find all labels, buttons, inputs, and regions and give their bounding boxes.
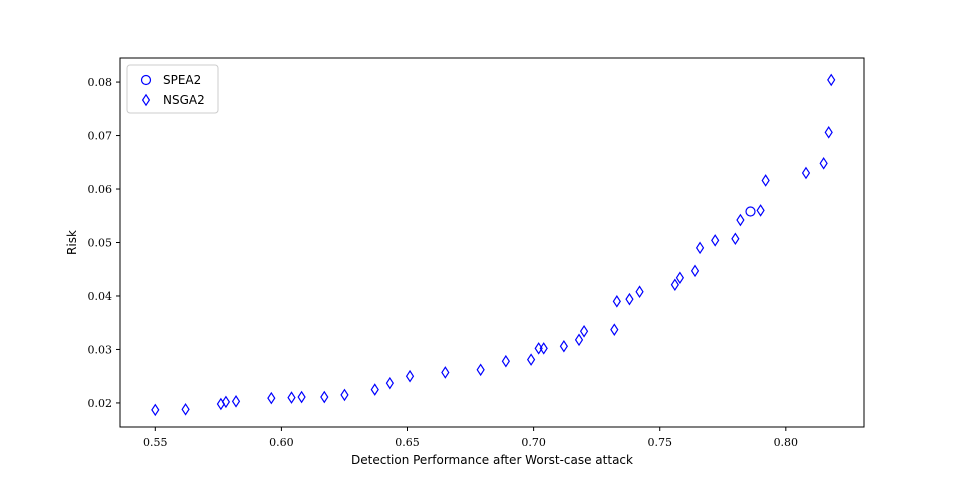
nsga2-point <box>320 390 329 404</box>
nsga2-point <box>501 354 510 368</box>
plot-background <box>120 58 864 427</box>
nsga2-point <box>526 353 536 366</box>
legend-label-spea2: SPEA2 <box>163 73 201 87</box>
nsga2-point <box>539 342 548 355</box>
nsga2-point <box>267 391 276 405</box>
nsga2-point <box>711 234 720 247</box>
nsga2-point <box>476 363 485 377</box>
y-tick-label: 0.07 <box>88 130 113 143</box>
nsga2-point <box>612 295 621 308</box>
legend-label-nsga2: NSGA2 <box>163 93 205 107</box>
nsga2-point <box>151 403 160 417</box>
data-points <box>151 73 836 417</box>
nsga2-point <box>231 395 241 408</box>
nsga2-point <box>670 278 679 292</box>
legend-marker-nsga2 <box>141 93 151 107</box>
nsga2-point <box>385 376 394 390</box>
y-tick-label: 0.06 <box>88 183 113 196</box>
nsga2-point <box>819 157 828 170</box>
y-tick-label: 0.03 <box>88 343 113 356</box>
nsga2-point <box>824 126 833 139</box>
legend: SPEA2 NSGA2 <box>126 64 219 114</box>
x-tick-label: 0.55 <box>143 436 168 449</box>
nsga2-point <box>579 324 589 338</box>
nsga2-point <box>761 174 770 187</box>
x-tick-label: 0.65 <box>395 436 420 449</box>
nsga2-point <box>370 383 379 396</box>
nsga2-point <box>635 285 644 298</box>
x-tick-label: 0.70 <box>521 436 546 449</box>
legend-marker-spea2 <box>140 74 152 86</box>
y-tick-label: 0.05 <box>88 237 113 250</box>
y-tick-label: 0.04 <box>88 290 113 303</box>
nsga2-point <box>441 366 450 379</box>
nsga2-point <box>756 204 765 217</box>
nsga2-point <box>181 403 190 416</box>
y-tick-label: 0.08 <box>88 76 113 89</box>
y-tick-label: 0.02 <box>88 397 113 410</box>
x-tick-label: 0.60 <box>269 436 294 449</box>
nsga2-point <box>405 369 415 383</box>
nsga2-point <box>221 395 231 409</box>
nsga2-point <box>340 388 349 402</box>
nsga2-point <box>736 213 745 227</box>
nsga2-point <box>610 323 619 336</box>
nsga2-point <box>574 333 584 347</box>
y-axis-label: Risk <box>65 230 79 255</box>
plot-frame <box>119 57 865 428</box>
nsga2-point <box>827 73 836 87</box>
x-tick-label: 0.80 <box>774 436 799 449</box>
nsga2-point <box>675 271 685 285</box>
nsga2-point <box>801 166 811 180</box>
nsga2-point <box>731 232 740 246</box>
nsga2-point <box>287 391 296 404</box>
x-axis-label: Detection Performance after Worst-case a… <box>351 453 633 467</box>
x-tick-label: 0.75 <box>647 436 672 449</box>
spea2-point <box>745 206 756 217</box>
nsga2-point <box>695 241 705 255</box>
nsga2-point <box>690 264 700 278</box>
axes: 0.55 0.60 0.65 0.70 0.75 0.80 0.02 0.03 0.04 0.05… <box>88 76 799 449</box>
nsga2-point <box>559 339 568 353</box>
nsga2-point <box>297 390 306 404</box>
nsga2-point <box>625 292 634 306</box>
